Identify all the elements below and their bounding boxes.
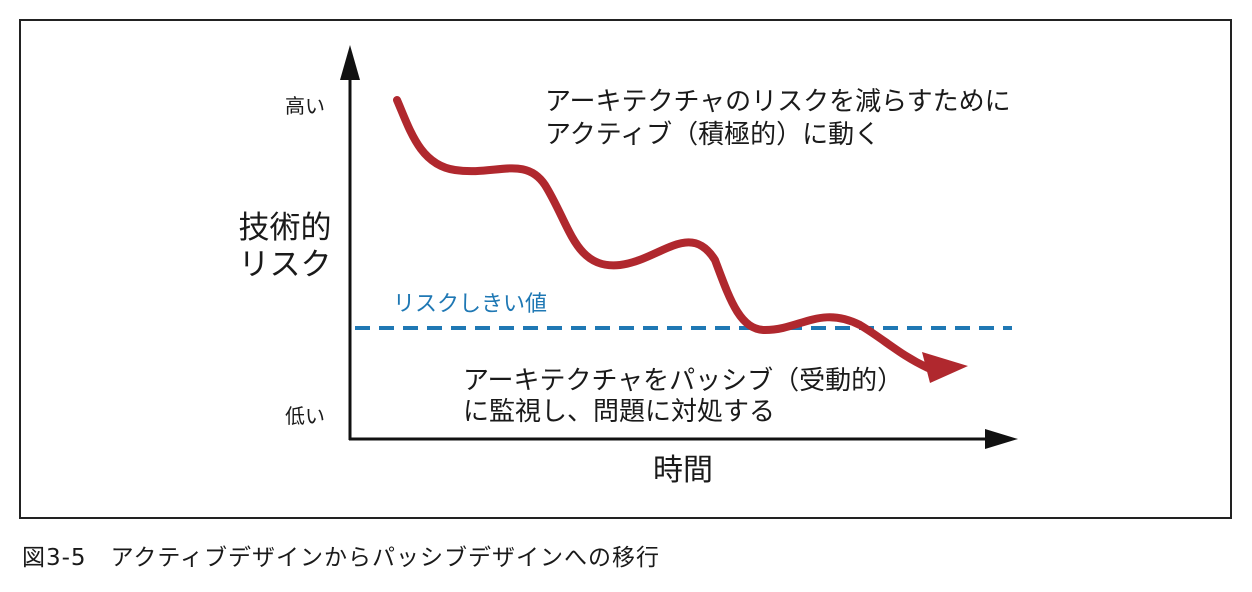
y-axis-arrowhead	[340, 45, 360, 80]
passive-note-line-1: アーキテクチャをパッシブ（受動的）	[463, 366, 903, 396]
passive-note-line-2: に監視し、問題に対処する	[463, 397, 775, 427]
risk-curve	[393, 96, 932, 372]
y-high-label: 高い	[285, 94, 325, 118]
risk-curve-arrowhead	[922, 352, 968, 383]
threshold-label: リスクしきい値	[393, 292, 547, 317]
y-low-label: 低い	[285, 404, 325, 428]
y-axis-title-line-1: 技術的	[239, 210, 332, 246]
x-axis-title: 時間	[653, 453, 713, 488]
x-axis-arrowhead	[985, 429, 1018, 449]
active-note-line-2: アクティブ（積極的）に動く	[545, 120, 880, 150]
figure-caption: 図3-5 アクティブデザインからパッシブデザインへの移行	[22, 545, 661, 571]
diagram-frame	[19, 19, 1232, 519]
active-note-line-1: アーキテクチャのリスクを減らすために	[545, 87, 1011, 117]
y-axis-title-line-2: リスク	[239, 247, 332, 283]
